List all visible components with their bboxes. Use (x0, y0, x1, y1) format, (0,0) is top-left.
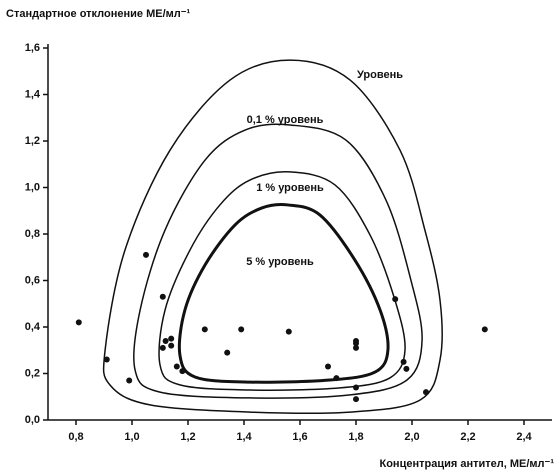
x-tick-label: 1,0 (124, 431, 139, 443)
point (353, 340, 359, 347)
y-tick-label: 0,8 (25, 228, 40, 240)
point (353, 384, 359, 391)
y-tick-label: 1,6 (25, 42, 40, 54)
contour (177, 202, 390, 384)
x-tick-label: 1,6 (292, 431, 307, 443)
x-tick-label: 1,4 (236, 431, 252, 443)
point (333, 375, 340, 382)
point (353, 396, 359, 403)
point (159, 344, 166, 351)
x-tick-label: 1,8 (348, 431, 363, 443)
point (392, 296, 399, 303)
point (285, 328, 292, 335)
x-tick-label: 0,8 (68, 431, 83, 443)
y-tick-label: 1,0 (25, 181, 40, 193)
point (353, 344, 359, 351)
point (403, 365, 410, 372)
y-tick-label: 0,0 (25, 414, 40, 426)
chart-title: Стандартное отклонение МЕ/мл⁻¹ (6, 8, 191, 20)
contour-label: Уровень (357, 69, 403, 81)
point (75, 319, 82, 326)
x-tick-label: 1,2 (180, 431, 195, 443)
point (423, 389, 429, 396)
point (159, 293, 166, 300)
x-tick-label: 2,4 (516, 431, 532, 443)
point (481, 326, 488, 333)
point (173, 363, 180, 370)
y-tick-label: 1,2 (25, 135, 40, 147)
y-tick-label: 1,4 (25, 88, 41, 100)
y-tick-label: 0,2 (25, 367, 40, 379)
contour-label: 1 % уровень (256, 182, 324, 194)
point (238, 326, 245, 333)
point (168, 335, 175, 342)
point (126, 377, 133, 384)
contour-label: 0,1 % уровень (247, 114, 324, 126)
point (103, 356, 110, 363)
contour (133, 123, 423, 399)
x-tick-label: 2,0 (404, 431, 419, 443)
x-tick-label: 2,2 (460, 431, 475, 443)
point (168, 342, 175, 349)
contour (102, 59, 443, 415)
contour-label: 5 % уровень (246, 256, 314, 268)
point (400, 358, 407, 365)
contour (158, 171, 406, 391)
x-axis-label: Концентрация антител, МЕ/мл⁻¹ (380, 458, 555, 470)
point (162, 337, 169, 344)
point (201, 326, 208, 333)
point (325, 363, 331, 370)
y-tick-label: 0,4 (25, 321, 41, 333)
point (224, 349, 231, 356)
point (179, 368, 186, 375)
y-tick-label: 0,6 (25, 274, 40, 286)
point (143, 251, 149, 258)
